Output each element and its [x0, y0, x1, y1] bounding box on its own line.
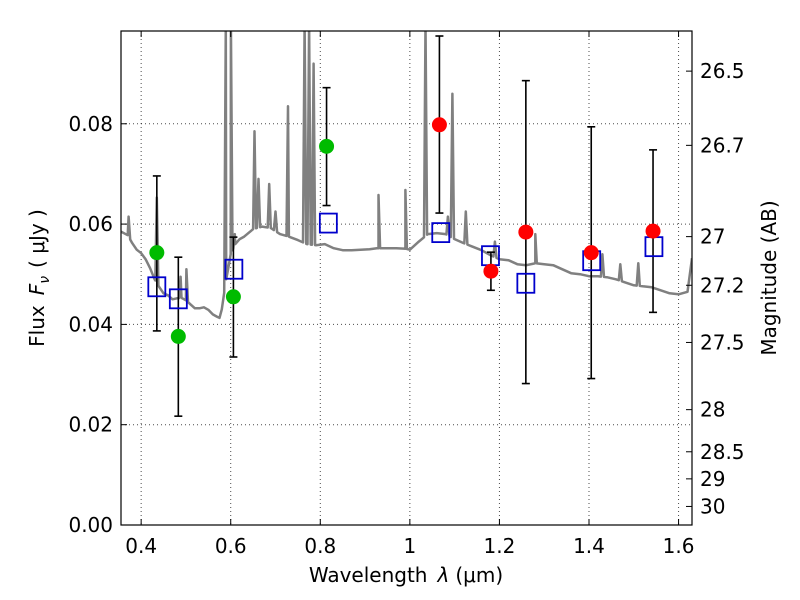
right-tick-label: 29 — [700, 467, 725, 491]
plot-background — [121, 31, 692, 525]
model-photometry-square — [431, 222, 451, 244]
y-axis-label-text: Flux — [25, 305, 49, 347]
x-tick-label: 1.6 — [663, 534, 695, 558]
x-tick-label: 1.2 — [484, 534, 516, 558]
observed-photometry-point — [583, 245, 599, 261]
observed-photometry-point — [149, 245, 165, 261]
observed-photometry-point — [225, 289, 241, 305]
x-axis-label-text: Wavelength — [309, 563, 428, 587]
right-tick-label: 27 — [700, 225, 725, 249]
observed-photometry-point — [170, 328, 186, 344]
model-photometry-square — [224, 258, 244, 280]
x-axis-label-symbol: λ — [437, 563, 450, 587]
right-tick-label: 27.5 — [700, 330, 745, 354]
observed-photometry-point — [645, 223, 661, 239]
y-tick-label: 0.06 — [68, 212, 113, 236]
x-tick-label: 1 — [403, 534, 416, 558]
x-tick-label: 1.4 — [573, 534, 605, 558]
y-tick-label: 0.02 — [68, 413, 113, 437]
y-tick-label: 0.08 — [68, 112, 113, 136]
spectrum-line — [121, 31, 692, 320]
x-tick-label: 0.6 — [215, 534, 247, 558]
plot-frame — [120, 30, 693, 526]
observed-photometry-point — [431, 117, 447, 133]
observed-photometry-point — [483, 263, 499, 279]
y-axis-label-symbol: F — [25, 283, 49, 295]
y-tick-label: 0.00 — [68, 513, 113, 537]
model-photometry-square — [516, 272, 536, 294]
observed-photometry-point — [319, 138, 335, 154]
right-tick-label: 28.5 — [700, 440, 745, 464]
x-axis-label-unit: (μm) — [455, 563, 503, 587]
y-axis-label-subscript: ν — [37, 276, 53, 284]
y-axis-label: Flux Fν ( μJy ) — [25, 209, 53, 347]
x-axis-label: Wavelength λ (μm) — [309, 563, 503, 587]
right-tick-label: 26.7 — [700, 133, 745, 157]
axis-ticks: 0.4 0.6 0.8 1 1.2 1.4 1.6 0.00 0.02 0.04 0.06 0.08 2… — [68, 31, 745, 558]
marker-layer — [147, 117, 664, 344]
model-photometry-square — [168, 288, 188, 310]
x-tick-label: 0.4 — [125, 534, 157, 558]
model-photometry-square — [318, 212, 338, 234]
y-axis-label-unit: ( μJy ) — [25, 209, 49, 268]
right-tick-label: 26.5 — [700, 59, 745, 83]
spectrum-layer — [121, 31, 692, 320]
right-tick-label: 30 — [700, 494, 725, 518]
x-tick-label: 0.8 — [304, 534, 336, 558]
right-tick-label: 28 — [700, 398, 725, 422]
right-axis-label: Magnitude (AB) — [757, 200, 781, 355]
model-photometry-square — [147, 276, 167, 298]
y-tick-label: 0.04 — [68, 312, 113, 336]
observed-photometry-point — [518, 224, 534, 240]
right-tick-label: 27.2 — [700, 273, 745, 297]
